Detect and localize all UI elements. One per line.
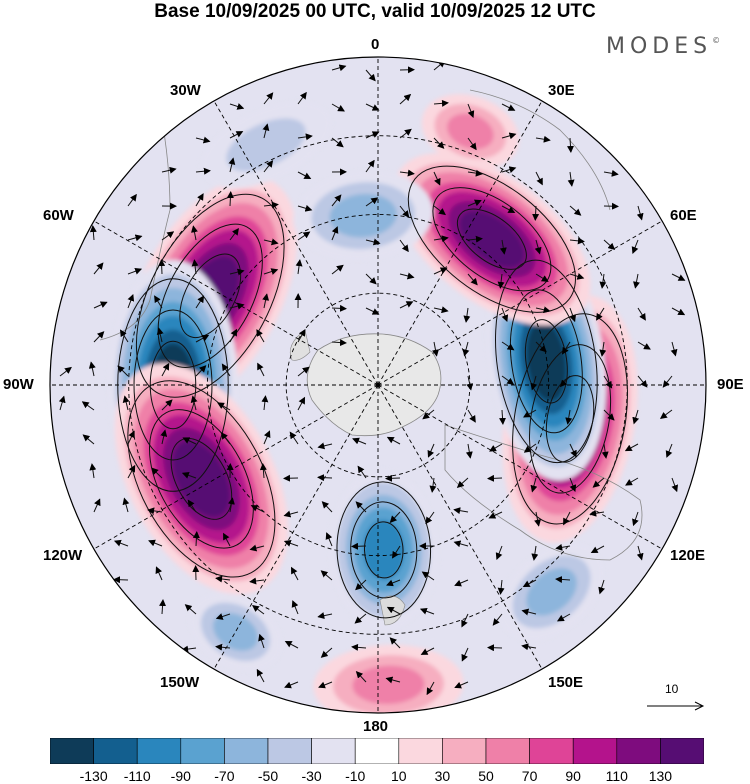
lon-label-120w: 120W [43, 547, 82, 564]
lon-label-0: 0 [371, 36, 379, 53]
colorbar-label: -50 [258, 768, 278, 784]
colorbar-label: 130 [649, 768, 672, 784]
colorbar-swatch [530, 738, 574, 764]
wind-arrow [161, 260, 162, 274]
colorbar-swatch [224, 738, 268, 764]
colorbar-swatch [573, 738, 617, 764]
lon-label-180: 180 [363, 718, 388, 735]
colorbar-label: 50 [478, 768, 494, 784]
colorbar-label: 90 [565, 768, 581, 784]
colorbar-label: -110 [124, 768, 151, 784]
colorbar-swatch [660, 738, 704, 764]
colorbar-swatch [399, 738, 443, 764]
colorbar-label: -130 [80, 768, 108, 784]
colorbar-label: 110 [606, 768, 628, 784]
lon-label-90w: 90W [3, 376, 34, 393]
colorbar-label: -30 [301, 768, 321, 784]
map-disk [40, 50, 720, 730]
wind-arrow [488, 647, 502, 648]
wind-arrow [332, 308, 346, 309]
colorbar-label: 10 [391, 768, 407, 784]
colorbar-swatch [355, 738, 399, 764]
colorbar-swatch [486, 738, 530, 764]
colorbar-swatches [50, 738, 704, 764]
lon-label-30e: 30E [548, 82, 575, 99]
lon-label-90e: 90E [717, 376, 744, 393]
lon-label-30w: 30W [170, 82, 201, 99]
lon-label-150w: 150W [160, 674, 199, 691]
colorbar-label: -90 [171, 768, 191, 784]
colorbar-label: 70 [522, 768, 538, 784]
reference-arrow-icon [645, 682, 705, 712]
colorbar-swatch [617, 738, 661, 764]
colorbar-swatch [268, 738, 312, 764]
wind-arrow [488, 478, 502, 479]
colorbar-swatch [312, 738, 356, 764]
colorbar-swatch [50, 738, 94, 764]
colorbar-label: -70 [214, 768, 234, 784]
colorbar-label: 30 [435, 768, 451, 784]
lon-label-120e: 120E [670, 547, 705, 564]
lon-label-60e: 60E [670, 207, 697, 224]
lon-label-150e: 150E [548, 674, 583, 691]
colorbar-swatch [137, 738, 181, 764]
colorbar-label: -10 [345, 768, 365, 784]
south-pole-marker [376, 383, 381, 388]
wind-arrow [386, 478, 400, 479]
colorbar-swatch [442, 738, 486, 764]
lon-label-60w: 60W [43, 207, 74, 224]
reference-vector: 10 [645, 682, 705, 712]
colorbar-swatch [94, 738, 138, 764]
colorbar-swatch [181, 738, 225, 764]
wind-arrow [318, 477, 332, 478]
